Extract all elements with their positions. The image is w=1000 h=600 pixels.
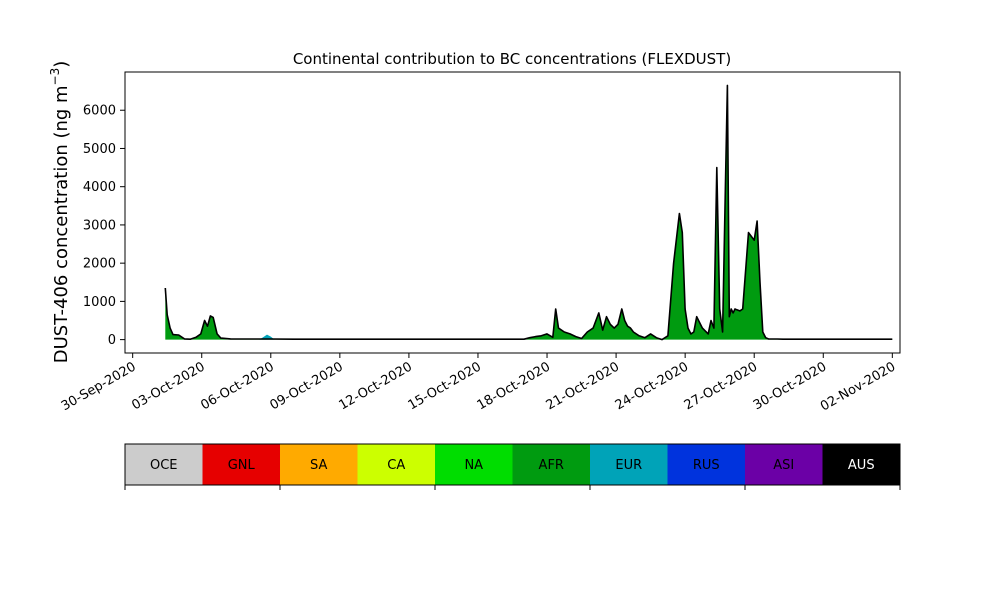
- x-tick-label: 30-Sep-2020: [59, 359, 139, 414]
- legend-label-oce: OCE: [150, 458, 178, 473]
- legend-label-sa: SA: [310, 458, 327, 473]
- x-tick-label: 18-Oct-2020: [475, 359, 553, 413]
- plot-frame: [124, 71, 901, 354]
- legend: OCE GNL SA CA NA AFR EUR RUS ASI AUS: [124, 443, 901, 490]
- legend-swatch-aus: [822, 444, 901, 485]
- legend-swatch-ca: [357, 444, 436, 485]
- y-tick-label: 4000: [83, 180, 116, 195]
- y-axis-label-close: ): [51, 61, 72, 68]
- legend-swatch-gnl: [202, 444, 281, 485]
- legend-label-asi: ASI: [773, 458, 794, 473]
- series-layer: [164, 84, 893, 341]
- y-tick-label: 3000: [83, 218, 116, 233]
- x-tick-label: 24-Oct-2020: [613, 359, 691, 413]
- x-tick-label: 30-Oct-2020: [751, 359, 829, 413]
- legend-swatch-na: [435, 444, 513, 485]
- y-tick-label: 6000: [83, 104, 116, 119]
- y-axis-label-main: DUST-406 concentration (ng m: [51, 85, 72, 363]
- x-tick-label: 12-Oct-2020: [337, 359, 415, 413]
- legend-swatch-oce: [125, 444, 203, 485]
- x-tick-label: 09-Oct-2020: [267, 359, 345, 413]
- y-axis-label-exponent: −3: [48, 68, 62, 86]
- legend-swatch-sa: [280, 444, 358, 485]
- legend-label-gnl: GNL: [228, 458, 256, 473]
- x-tick-label: 15-Oct-2020: [406, 359, 484, 413]
- legend-swatch-eur: [590, 444, 668, 485]
- legend-swatch-rus: [667, 444, 746, 485]
- x-tick-label: 03-Oct-2020: [129, 359, 207, 413]
- legend-label-afr: AFR: [539, 458, 564, 473]
- y-tick-label: 0: [108, 333, 116, 348]
- x-axis: 30-Sep-202003-Oct-202006-Oct-202009-Oct-…: [59, 353, 898, 414]
- legend-label-na: NA: [464, 458, 483, 473]
- x-tick-label: 27-Oct-2020: [682, 359, 760, 413]
- x-tick-label: 02-Nov-2020: [818, 359, 898, 414]
- legend-label-aus: AUS: [848, 458, 875, 473]
- y-axis-label: DUST-406 concentration (ng m−3): [48, 61, 72, 364]
- y-tick-label: 1000: [83, 295, 116, 310]
- legend-label-ca: CA: [387, 458, 405, 473]
- total-concentration-line: [164, 84, 893, 341]
- series-area-afr: [165, 85, 893, 340]
- x-tick-label: 06-Oct-2020: [198, 359, 276, 413]
- legend-swatch-afr: [512, 444, 591, 485]
- x-tick-label: 21-Oct-2020: [544, 359, 622, 413]
- legend-swatch-asi: [745, 444, 823, 485]
- legend-frame: [124, 443, 901, 486]
- y-tick-label: 5000: [83, 142, 116, 157]
- legend-label-rus: RUS: [693, 458, 720, 473]
- y-axis: 0 1000 2000 3000 4000 5000 6000: [83, 104, 125, 348]
- chart-title: Continental contribution to BC concentra…: [293, 50, 731, 68]
- legend-label-eur: EUR: [615, 458, 642, 473]
- y-tick-label: 2000: [83, 257, 116, 272]
